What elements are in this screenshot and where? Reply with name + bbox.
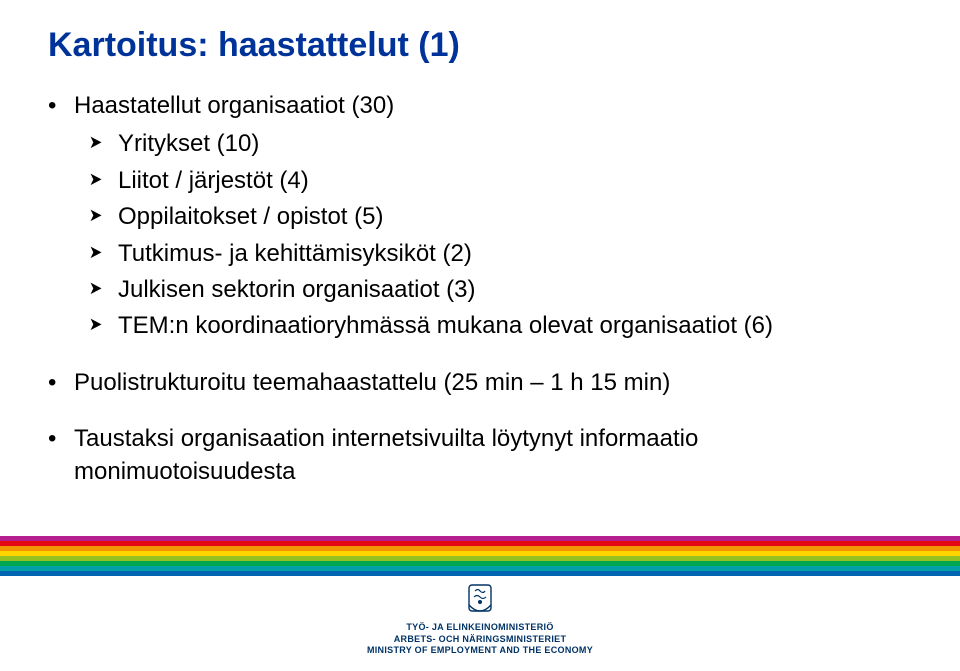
ministry-footer: TYÖ- JA ELINKEINOMINISTERIÖ ARBETS- OCH … <box>367 622 593 657</box>
bullet-level2: Liitot / järjestöt (4) <box>48 165 918 197</box>
ministry-line: MINISTRY OF EMPLOYMENT AND THE ECONOMY <box>367 645 593 657</box>
footer-color-bars <box>0 536 960 576</box>
slide-content: Haastatellut organisaatiot (30) Yritykse… <box>48 90 918 494</box>
bullet-text: TEM:n koordinaatioryhmässä mukana olevat… <box>118 312 773 339</box>
ministry-line: TYÖ- JA ELINKEINOMINISTERIÖ <box>367 622 593 634</box>
bullet-level1: Puolistrukturoitu teemahaastattelu (25 m… <box>48 367 918 399</box>
slide: Kartoitus: haastattelut (1) Haastatellut… <box>0 0 960 671</box>
color-bar <box>0 571 960 576</box>
bullet-level2: Julkisen sektorin organisaatiot (3) <box>48 274 918 306</box>
bullet-level2: Tutkimus- ja kehittämisyksiköt (2) <box>48 238 918 270</box>
bullet-level1: Taustaksi organisaation internetsivuilta… <box>48 423 918 488</box>
bullet-text: Tutkimus- ja kehittämisyksiköt (2) <box>118 240 472 267</box>
bullet-text: Yritykset (10) <box>118 130 259 157</box>
bullet-level1: Haastatellut organisaatiot (30) <box>48 90 918 122</box>
bullet-level2: Oppilaitokset / opistot (5) <box>48 201 918 233</box>
bullet-level2: TEM:n koordinaatioryhmässä mukana olevat… <box>48 310 918 342</box>
ministry-line: ARBETS- OCH NÄRINGSMINISTERIET <box>367 634 593 646</box>
bullet-level2: Yritykset (10) <box>48 128 918 160</box>
bullet-text: Puolistrukturoitu teemahaastattelu (25 m… <box>74 369 670 396</box>
bullet-text: Julkisen sektorin organisaatiot (3) <box>118 276 476 303</box>
slide-title: Kartoitus: haastattelut (1) <box>48 26 460 65</box>
bullet-text: Oppilaitokset / opistot (5) <box>118 203 383 230</box>
bullet-text: Liitot / järjestöt (4) <box>118 167 309 194</box>
bullet-text: Haastatellut organisaatiot (30) <box>74 92 394 119</box>
crest-icon <box>463 583 497 617</box>
bullet-text: Taustaksi organisaation internetsivuilta… <box>74 425 698 484</box>
